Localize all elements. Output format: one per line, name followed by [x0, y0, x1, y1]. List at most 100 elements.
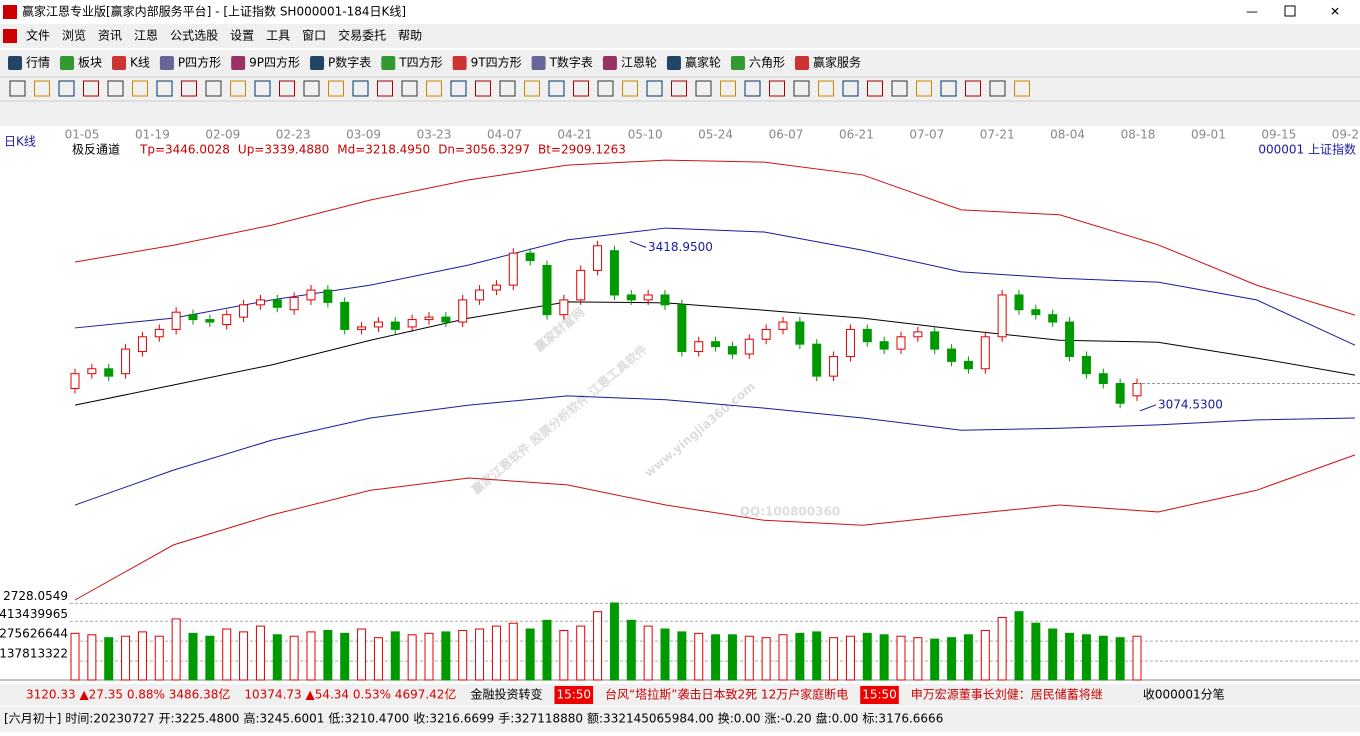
tool-icon[interactable]	[671, 80, 687, 97]
tool-icon[interactable]	[156, 80, 173, 97]
candle	[188, 314, 198, 321]
tool-icon[interactable]	[891, 80, 908, 97]
menu-item[interactable]: 浏览	[62, 28, 86, 43]
tool-button[interactable]: 六角形	[749, 56, 785, 70]
tool-button[interactable]: 9P四方形	[249, 55, 300, 70]
volume-bar	[694, 632, 704, 681]
tool-button[interactable]: 赢家服务	[813, 55, 861, 70]
tool-icon[interactable]	[230, 80, 246, 97]
tool-icon	[452, 56, 467, 70]
tool-icon[interactable]	[842, 80, 859, 97]
band-line	[74, 395, 1356, 506]
volume-bar	[390, 631, 400, 681]
tool-button[interactable]: T数字表	[549, 55, 593, 70]
volume-bar	[121, 635, 131, 681]
volume-bar	[222, 628, 232, 681]
tool-button[interactable]: T四方形	[398, 55, 442, 70]
tool-icon[interactable]	[793, 80, 810, 97]
tool-icon[interactable]	[9, 80, 26, 97]
tool-icon[interactable]	[695, 80, 712, 97]
tool-button[interactable]: 赢家轮	[685, 55, 721, 70]
tool-icon[interactable]	[940, 80, 957, 97]
tool-icon[interactable]	[352, 80, 369, 97]
tool-icon[interactable]	[769, 80, 785, 97]
tool-icon[interactable]	[524, 80, 540, 97]
tool-icon[interactable]	[720, 80, 736, 97]
tool-icon[interactable]	[107, 80, 124, 97]
tool-button[interactable]: K线	[130, 56, 150, 70]
tool-icon[interactable]	[377, 80, 393, 97]
close[interactable]: ✕	[1330, 5, 1340, 19]
volume-bar	[289, 635, 299, 681]
menu-item[interactable]: 公式选股	[170, 29, 218, 43]
tool-icon[interactable]	[499, 80, 516, 97]
tool-icon[interactable]	[401, 80, 418, 97]
tool-button[interactable]: 9T四方形	[471, 55, 522, 70]
minimize[interactable]: —	[1246, 5, 1258, 19]
tool-icon[interactable]	[744, 80, 761, 97]
tool-icon[interactable]	[58, 80, 75, 97]
tool-button[interactable]: 江恩轮	[621, 56, 657, 70]
tool-icon[interactable]	[450, 80, 467, 97]
tool-icon[interactable]	[426, 80, 442, 97]
tool-icon[interactable]	[1014, 80, 1030, 97]
maximize[interactable]	[1284, 5, 1296, 17]
tool-icon[interactable]	[303, 80, 320, 97]
candle	[744, 338, 754, 355]
tool-icon[interactable]	[867, 80, 883, 97]
tool-icon[interactable]	[279, 80, 295, 97]
menu-item[interactable]: 帮助	[398, 29, 422, 43]
volume-bar	[761, 637, 771, 681]
candle	[626, 294, 636, 301]
volume-bar	[1065, 632, 1075, 681]
tool-icon[interactable]	[254, 80, 271, 97]
candle	[222, 314, 232, 325]
menu-item[interactable]: 窗口	[302, 29, 326, 43]
volume-bar	[576, 625, 586, 681]
tool-icon[interactable]	[573, 80, 589, 97]
indicator-value: Md=3218.4950	[337, 143, 430, 157]
menu-item[interactable]: 设置	[230, 29, 254, 43]
volume-bar	[373, 637, 383, 681]
tool-icon[interactable]	[34, 80, 50, 97]
volume-bar	[727, 634, 737, 681]
menu-item[interactable]: 文件	[26, 28, 50, 43]
menu-item[interactable]: 交易委托	[338, 28, 386, 43]
tool-icon[interactable]	[132, 80, 148, 97]
tool-icon[interactable]	[622, 80, 638, 97]
tool-icon	[381, 56, 396, 70]
tool-icon[interactable]	[181, 80, 197, 97]
candle	[812, 343, 822, 377]
menu-item[interactable]: 资讯	[98, 29, 122, 43]
status-item: 时间:20230727	[65, 712, 154, 726]
status-item: 盘:0.00	[816, 711, 859, 726]
tool-button[interactable]: P数字表	[328, 55, 371, 70]
tool-icon[interactable]	[328, 80, 344, 97]
candle	[677, 304, 687, 353]
volume-tick-label: 2728.0549	[3, 589, 68, 603]
tool-icon[interactable]	[548, 80, 565, 97]
tool-icon[interactable]	[83, 80, 99, 97]
tool-icon[interactable]	[205, 80, 222, 97]
tool-icon[interactable]	[475, 80, 491, 97]
tool-icon[interactable]	[818, 80, 834, 97]
band-line	[74, 454, 1356, 601]
tool-icon[interactable]	[597, 80, 614, 97]
tool-icon[interactable]	[989, 80, 1006, 97]
candle	[997, 294, 1007, 338]
tool-button[interactable]: P四方形	[178, 55, 221, 70]
ticker-bar	[0, 684, 1360, 706]
volume-tick-label: 275626644	[0, 627, 68, 641]
tool-icon[interactable]	[646, 80, 663, 97]
tool-icon[interactable]	[916, 80, 932, 97]
menu-item[interactable]: 工具	[266, 29, 290, 43]
candle	[289, 296, 299, 311]
ticker-item: 15:50	[556, 688, 591, 702]
tool-button[interactable]: 行情	[26, 56, 50, 70]
tool-button[interactable]: 板块	[78, 56, 102, 70]
volume-bar	[340, 632, 350, 681]
volume-bar	[154, 635, 164, 681]
menu-item[interactable]: 江恩	[134, 29, 158, 43]
volume-bar	[997, 616, 1007, 681]
tool-icon[interactable]	[965, 80, 981, 97]
